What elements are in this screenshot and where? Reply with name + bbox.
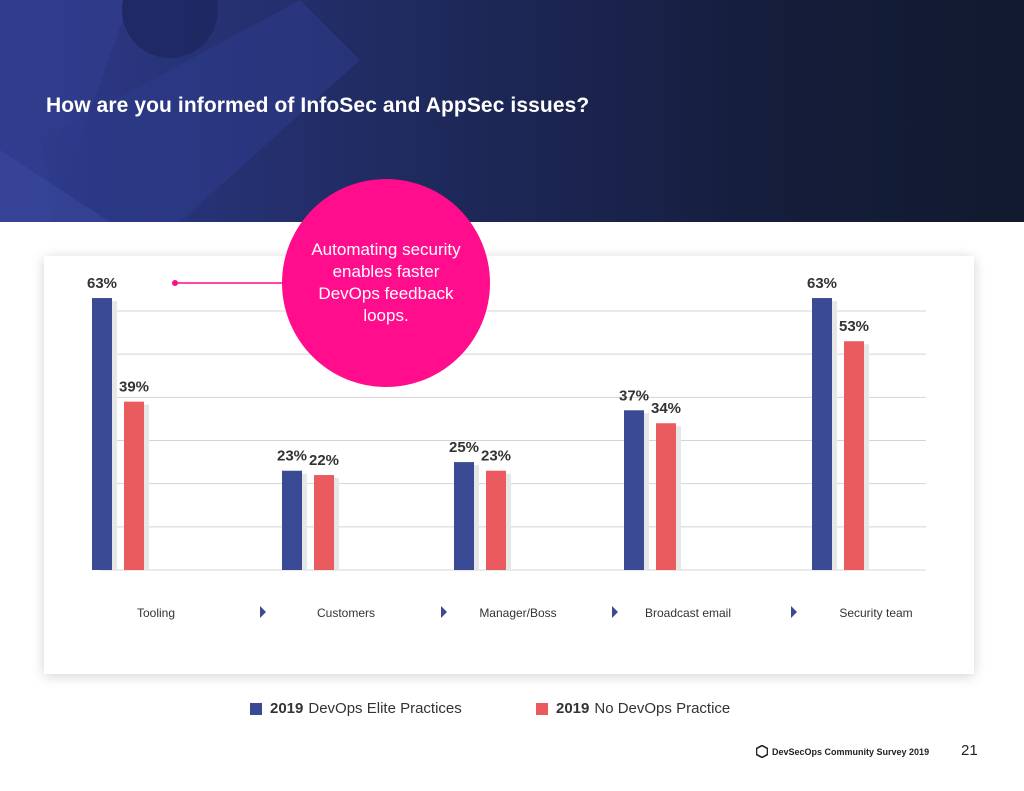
header-background-shapes — [0, 0, 360, 222]
bar-elite — [812, 298, 832, 570]
page-title: How are you informed of InfoSec and AppS… — [46, 94, 590, 117]
page-number: 21 — [961, 742, 978, 759]
legend-swatch-no-devops — [536, 702, 548, 715]
bar-shadow — [144, 404, 149, 570]
legend-swatch-elite — [250, 702, 262, 715]
bar-shadow — [112, 301, 117, 570]
legend-label-no-devops: No DevOps Practice — [594, 700, 731, 717]
data-label-elite: 25% — [449, 439, 479, 456]
chart-panel: 63% 39% Tooling 23% 22% Customers 25% 23% Manage… — [44, 256, 974, 674]
footer-brand-text: DevSecOps Community Survey 2019 — [772, 746, 930, 757]
legend-item-elite: 2019 DevOps Elite Practices — [250, 700, 462, 717]
bar-no-devops — [486, 470, 506, 570]
data-label-no-devops: 23% — [481, 448, 511, 465]
bar-elite — [282, 470, 302, 570]
bar-elite — [92, 298, 112, 570]
bar-shadow — [506, 473, 511, 570]
header-banner: How are you informed of InfoSec and AppS… — [0, 0, 1024, 222]
bar-shadow — [676, 426, 681, 570]
footer-brand: DevSecOps Community Survey 2019 — [756, 745, 929, 758]
bar-no-devops — [656, 423, 676, 570]
bar-shadow — [474, 465, 479, 570]
x-tick-label: Broadcast email — [645, 606, 731, 620]
callout-text: Automating security enables faster DevOp… — [311, 240, 461, 325]
data-label-elite: 63% — [807, 275, 837, 292]
bar-elite — [624, 410, 644, 570]
callout-bubble: Automating security enables faster DevOp… — [282, 179, 490, 387]
bar-shadow — [832, 301, 837, 570]
bar-no-devops — [314, 475, 334, 570]
chart-legend: 2019 DevOps Elite Practices 2019 No DevO… — [248, 700, 768, 720]
chevron-right-icon — [612, 606, 618, 618]
bar-shadow — [864, 344, 869, 570]
data-label-no-devops: 22% — [309, 452, 339, 469]
bar-shadow — [644, 413, 649, 570]
decorative-circle — [122, 0, 218, 58]
chevron-right-icon — [260, 606, 266, 618]
bar-shadow — [334, 478, 339, 570]
legend-item-no-devops: 2019 No DevOps Practice — [536, 700, 730, 717]
x-tick-label: Manager/Boss — [479, 606, 556, 620]
legend-year-no-devops: 2019 — [556, 700, 590, 717]
data-label-no-devops: 53% — [839, 318, 869, 335]
data-label-no-devops: 39% — [119, 379, 149, 396]
x-tick-label: Customers — [317, 606, 375, 620]
data-label-no-devops: 34% — [651, 400, 681, 417]
bar-shadow — [302, 473, 307, 570]
chevron-right-icon — [441, 606, 447, 618]
bar-elite — [454, 462, 474, 570]
data-label-elite: 23% — [277, 448, 307, 465]
x-tick-label: Tooling — [137, 606, 175, 620]
legend-label-elite: DevOps Elite Practices — [308, 700, 462, 717]
chevron-right-icon — [791, 606, 797, 618]
hexagon-logo-icon — [756, 745, 768, 758]
bar-no-devops — [124, 401, 144, 570]
x-tick-label: Security team — [839, 606, 912, 620]
data-label-elite: 63% — [87, 275, 117, 292]
legend-year-elite: 2019 — [270, 700, 304, 717]
bar-no-devops — [844, 341, 864, 570]
data-label-elite: 37% — [619, 387, 649, 404]
